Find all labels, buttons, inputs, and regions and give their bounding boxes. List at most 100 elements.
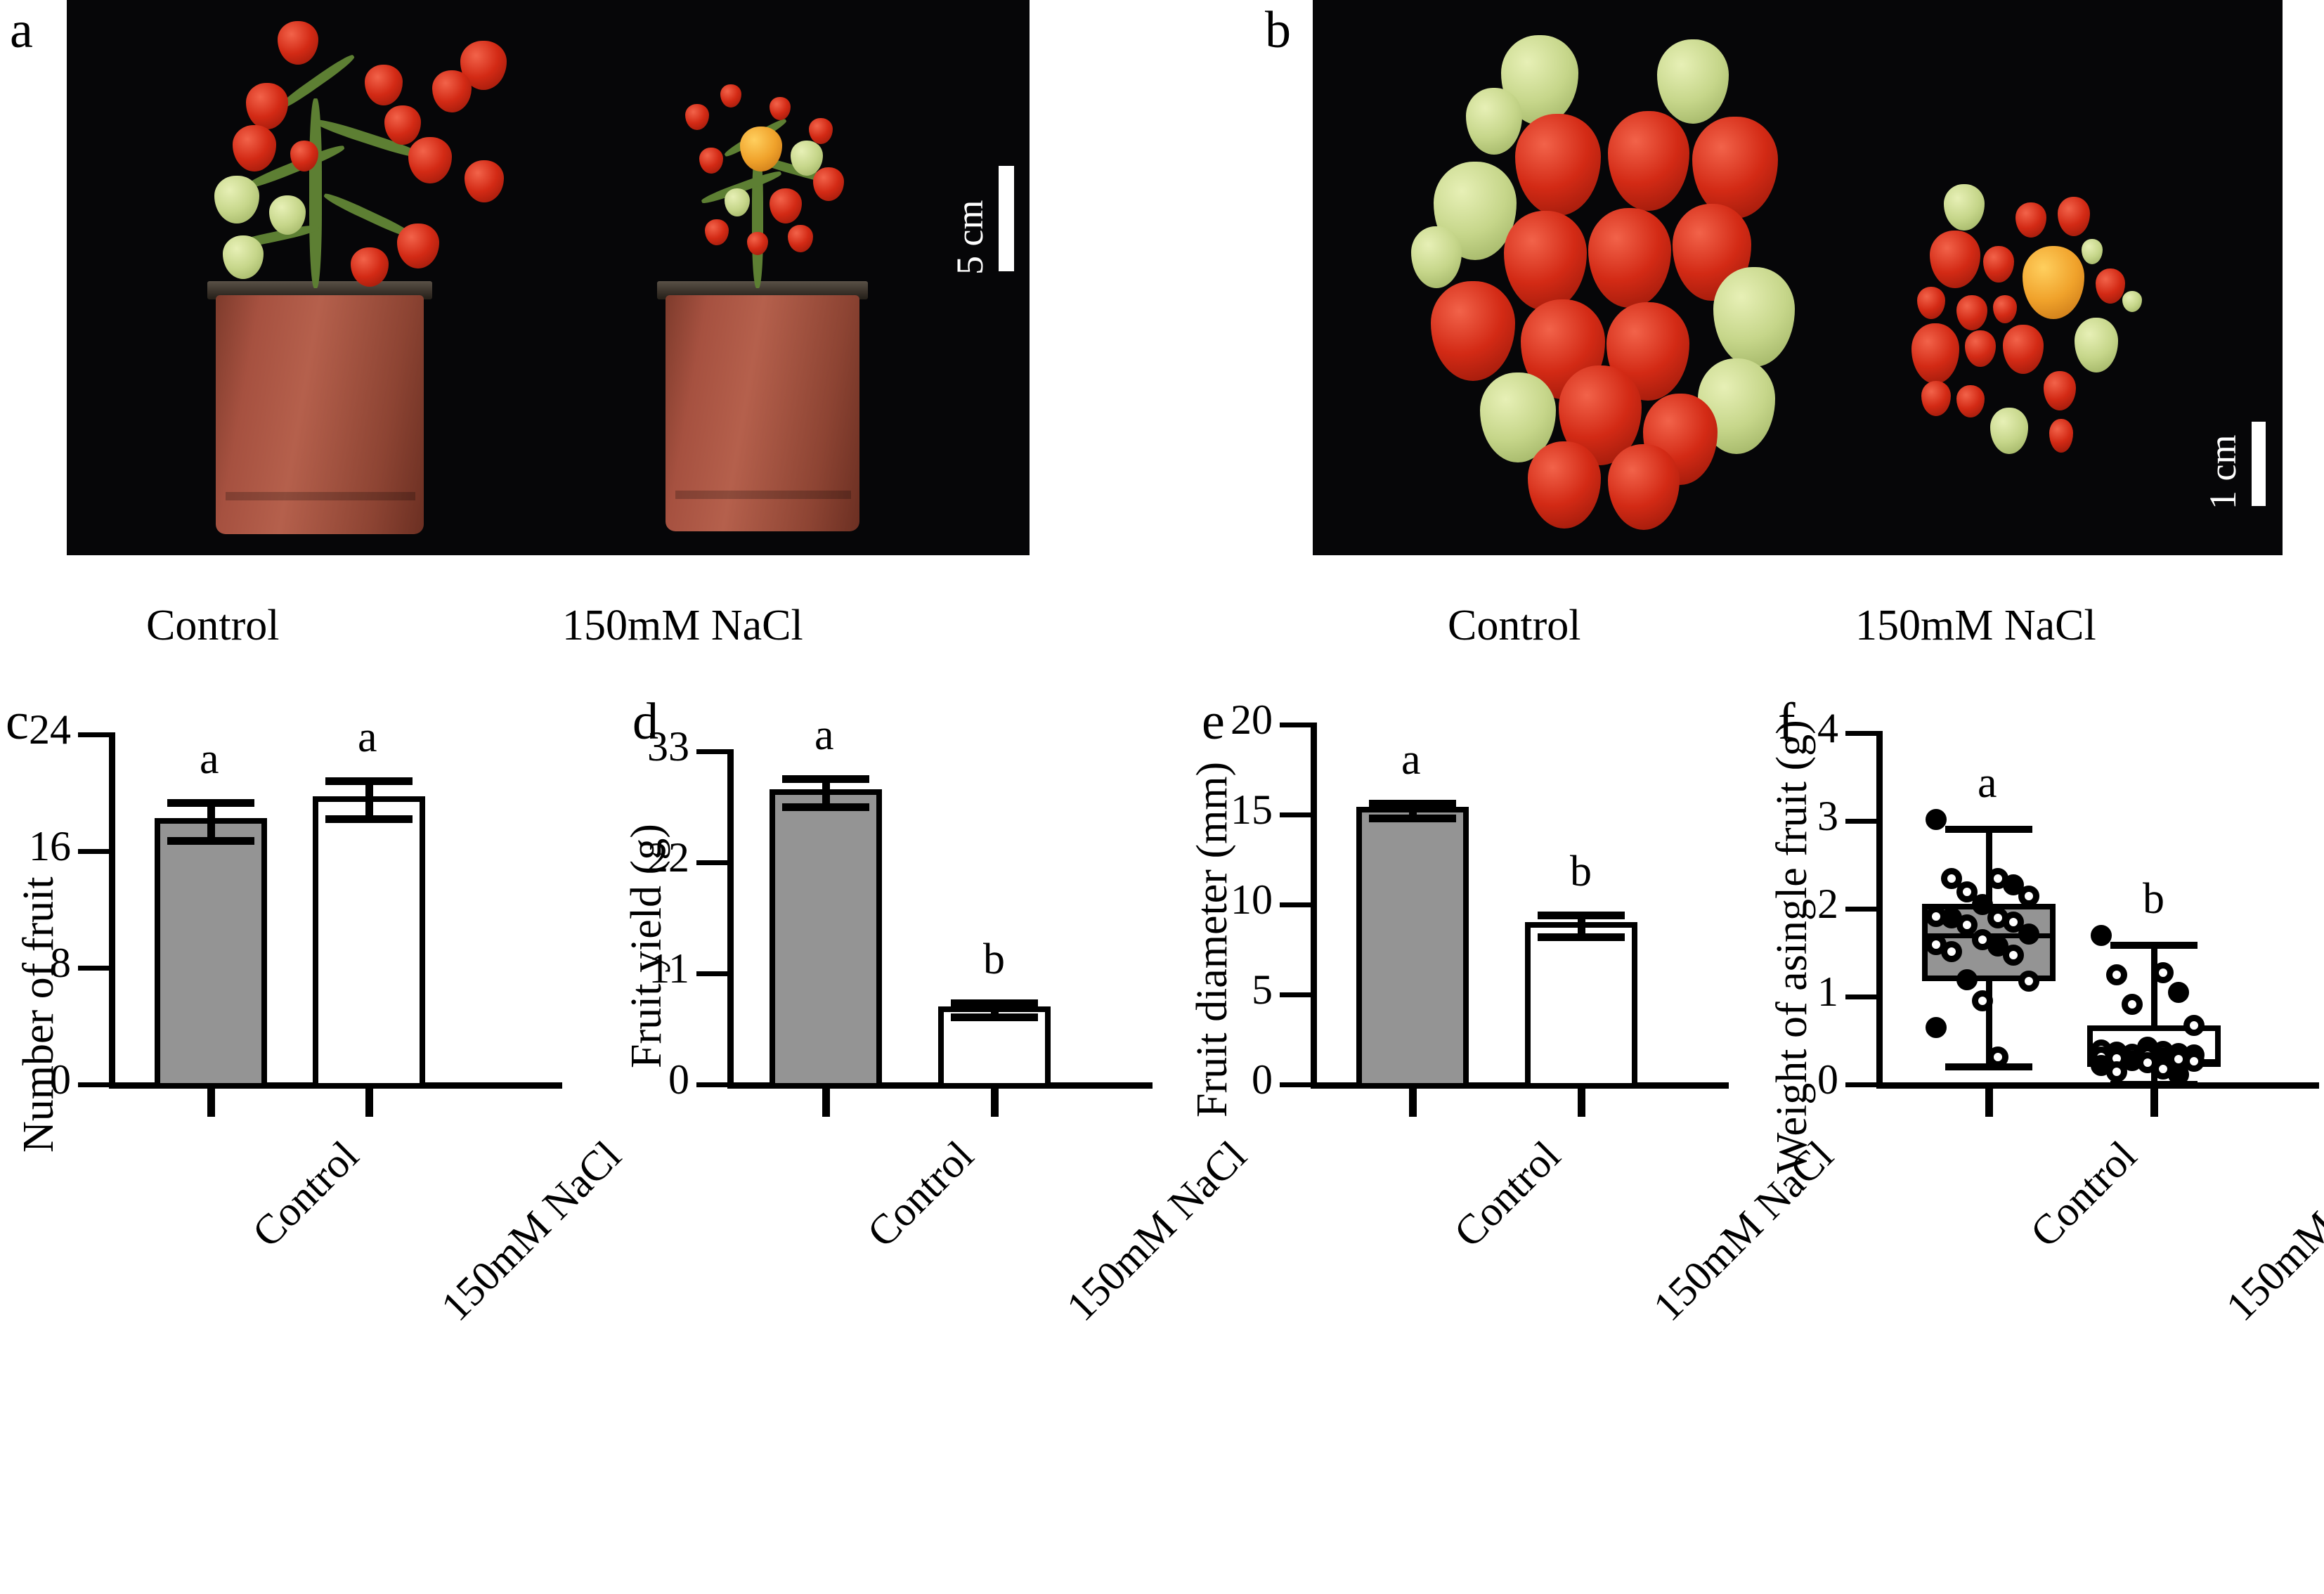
x-axis-tick xyxy=(991,1089,999,1117)
tomato-fruit xyxy=(788,225,813,252)
data-point xyxy=(1926,1017,1947,1039)
panel-b-caption-nacl: 150mM NaCl xyxy=(1855,602,2096,649)
significance-letter-control: a xyxy=(200,735,219,784)
tomato-fruit xyxy=(465,160,504,202)
fruit xyxy=(2015,202,2046,238)
y-axis-tick-label: 3 xyxy=(1817,793,1838,839)
significance-letter-nacl: a xyxy=(358,713,377,762)
panel-letter-c: c xyxy=(6,693,29,751)
data-point xyxy=(2003,912,2024,933)
x-axis-tick xyxy=(2150,1089,2158,1117)
y-axis-tick-label: 5 xyxy=(1252,966,1273,1013)
tomato-fruit xyxy=(278,21,318,65)
fruit xyxy=(1956,385,1985,417)
bar-control xyxy=(770,789,882,1089)
tomato-fruit xyxy=(725,188,750,216)
scalebar-label-a: 5 cm xyxy=(949,200,991,275)
scalebar-bar-b xyxy=(2252,422,2266,506)
fruit xyxy=(2049,419,2073,453)
y-axis-tick xyxy=(78,732,109,737)
tomato-fruit xyxy=(705,219,729,245)
panel-letter-f: f xyxy=(1778,693,1796,751)
tomato-fruit xyxy=(223,235,264,279)
fruit xyxy=(1917,287,1945,319)
tomato-fruit xyxy=(699,148,723,174)
scalebar-label-b: 1 cm xyxy=(2202,434,2244,510)
data-point xyxy=(2018,923,2039,945)
y-axis-label: Fruit yield (g) xyxy=(623,824,670,1068)
fruit xyxy=(1588,208,1671,308)
fruit xyxy=(1515,114,1601,216)
data-point xyxy=(2168,982,2189,1004)
y-axis-tick-label: 4 xyxy=(1817,705,1838,751)
panel-letter-b: b xyxy=(1265,1,1291,59)
y-axis-tick xyxy=(1845,819,1876,824)
x-axis-tick xyxy=(365,1089,373,1117)
bar-control xyxy=(1356,807,1469,1089)
data-point xyxy=(1972,990,1993,1011)
x-axis-tick xyxy=(1985,1089,1993,1117)
y-axis-tick-label: 0 xyxy=(668,1056,689,1103)
error-bar-cap-upper xyxy=(951,999,1038,1008)
tomato-fruit xyxy=(384,105,421,145)
fruit xyxy=(1956,295,1987,330)
whisker-cap-upper xyxy=(1945,826,2032,833)
fruit xyxy=(1608,111,1689,211)
x-axis-tick-label-control: Control xyxy=(2021,1132,2146,1257)
y-axis-tick-label: 2 xyxy=(1817,881,1838,927)
fruit xyxy=(1608,444,1680,530)
y-axis-tick xyxy=(1845,731,1876,736)
fruit xyxy=(1921,381,1951,416)
y-axis-line xyxy=(1876,731,1883,1089)
whisker-cap-lower xyxy=(2110,1080,2198,1088)
x-axis-line xyxy=(1311,1082,1729,1089)
tomato-fruit xyxy=(269,195,306,235)
data-point xyxy=(2018,971,2039,992)
data-point xyxy=(2122,993,2143,1015)
y-axis-tick xyxy=(78,966,109,971)
fruit xyxy=(2096,268,2125,304)
tomato-fruit xyxy=(685,104,709,130)
y-axis-tick xyxy=(78,1082,109,1087)
fruit xyxy=(1431,281,1515,381)
error-bar-cap-lower xyxy=(951,1013,1038,1022)
panel-letter-d: d xyxy=(632,693,658,751)
x-axis-tick-label-control: Control xyxy=(858,1132,982,1257)
pot-control xyxy=(216,295,424,534)
data-point xyxy=(1987,1046,2008,1068)
y-axis-tick xyxy=(1280,902,1311,907)
y-axis-tick-label: 0 xyxy=(1817,1056,1838,1103)
panel-a-caption-nacl: 150mM NaCl xyxy=(562,602,803,649)
tomato-fruit xyxy=(791,141,823,176)
tomato-fruit xyxy=(397,223,439,268)
chart-panel-d: Fruit yield (g) 0 11 22 33 Control 150mM NaCl a… xyxy=(583,675,1255,1504)
y-axis-tick-label: 0 xyxy=(1252,1056,1273,1103)
data-point xyxy=(2018,885,2039,907)
y-axis-tick xyxy=(1280,812,1311,817)
x-axis-tick xyxy=(1578,1089,1585,1117)
y-axis-tick xyxy=(1280,723,1311,727)
error-bar-cap-lower xyxy=(167,837,254,845)
data-point xyxy=(2183,1014,2205,1036)
tomato-fruit xyxy=(747,232,768,255)
significance-letter-nacl: b xyxy=(983,935,1005,984)
y-axis-tick xyxy=(696,971,727,976)
y-axis-tick xyxy=(696,1082,727,1087)
x-axis-tick xyxy=(207,1089,215,1117)
fruit xyxy=(1692,117,1778,219)
tomato-fruit xyxy=(246,83,288,129)
y-axis-tick xyxy=(1280,1082,1311,1087)
significance-letter-nacl: b xyxy=(1570,847,1592,895)
error-bar-line xyxy=(1578,911,1585,933)
panel-b-photo: 1 cm xyxy=(1313,0,2283,555)
whisker-cap-lower xyxy=(1945,1063,2032,1070)
y-axis-tick-label: 20 xyxy=(1231,696,1273,743)
y-axis-tick-label: 1 xyxy=(1817,968,1838,1015)
fruit xyxy=(1944,184,1985,231)
y-axis-tick-label: 8 xyxy=(50,940,71,986)
pot-band-nacl xyxy=(675,491,851,499)
bar-nacl xyxy=(1525,922,1637,1089)
error-bar-cap-upper xyxy=(1369,800,1456,808)
fruit xyxy=(2023,246,2084,319)
y-axis-tick-label: 33 xyxy=(647,723,689,770)
